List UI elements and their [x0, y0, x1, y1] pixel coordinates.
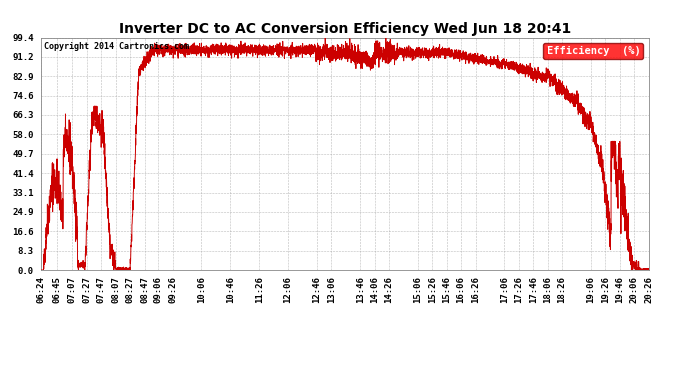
Legend: Efficiency  (%): Efficiency (%)	[544, 43, 643, 59]
Title: Inverter DC to AC Conversion Efficiency Wed Jun 18 20:41: Inverter DC to AC Conversion Efficiency …	[119, 22, 571, 36]
Text: Copyright 2014 Cartronics.com: Copyright 2014 Cartronics.com	[44, 42, 190, 51]
